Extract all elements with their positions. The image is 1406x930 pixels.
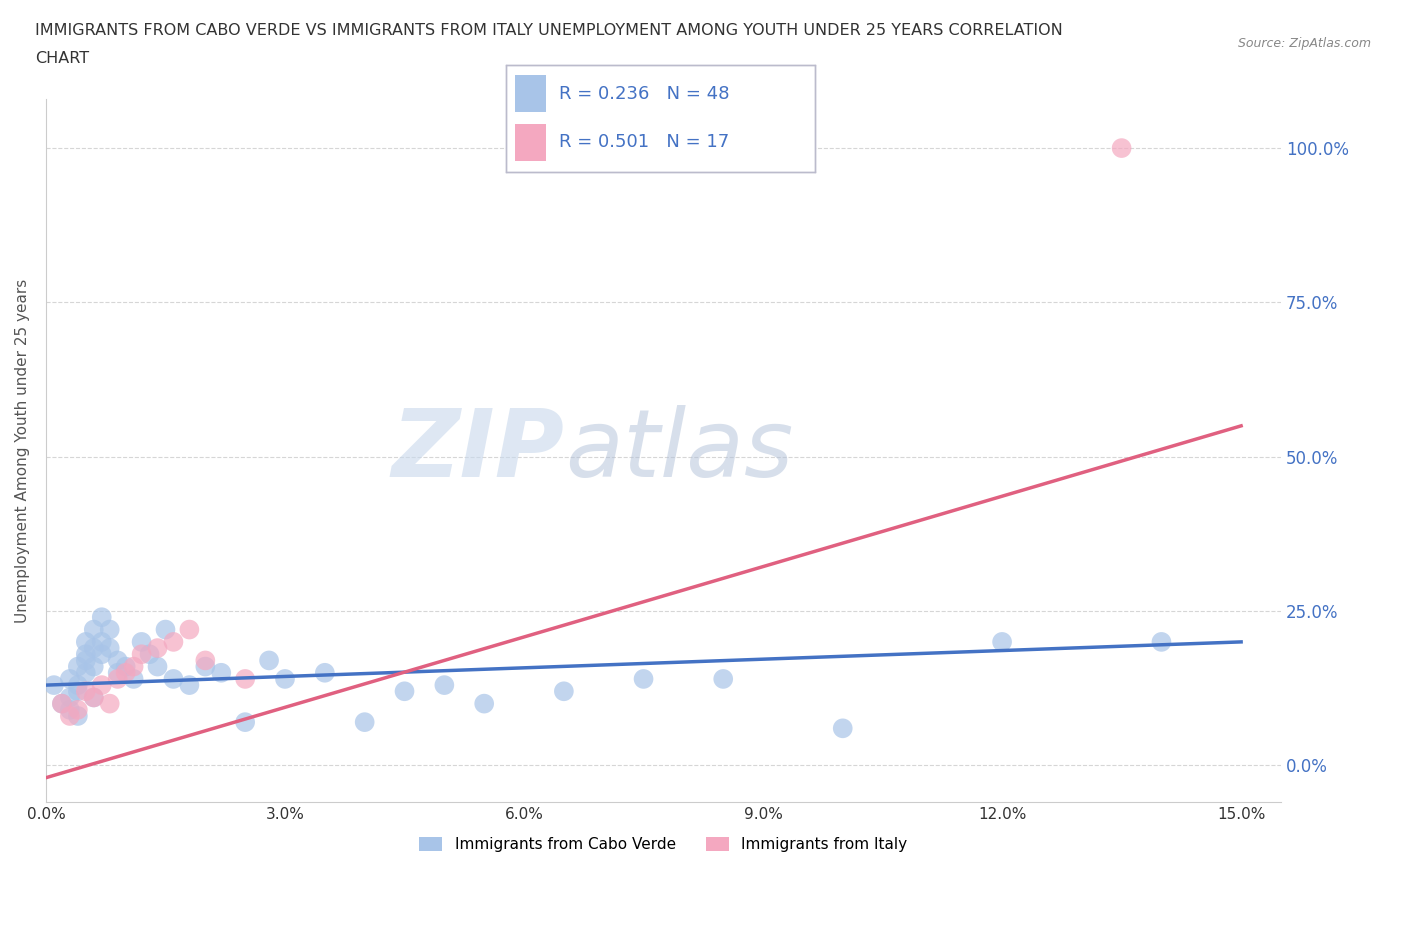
Point [179, 622, 201, 637]
Text: Source: ZipAtlas.com: Source: ZipAtlas.com [1237, 37, 1371, 50]
Point [314, 665, 336, 680]
Text: IMMIGRANTS FROM CABO VERDE VS IMMIGRANTS FROM ITALY UNEMPLOYMENT AMONG YOUTH UND: IMMIGRANTS FROM CABO VERDE VS IMMIGRANTS… [35, 23, 1063, 38]
Point [75, 653, 97, 668]
Point [42, 678, 65, 693]
Point [122, 671, 145, 686]
Point [75, 634, 97, 649]
Point [66, 709, 89, 724]
Point [90, 646, 112, 661]
Point [83, 659, 105, 674]
Point [66, 678, 89, 693]
Point [59, 671, 82, 686]
Point [59, 702, 82, 717]
Point [233, 671, 256, 686]
Text: atlas: atlas [565, 405, 793, 496]
Point [90, 634, 112, 649]
Point [59, 690, 82, 705]
Text: CHART: CHART [35, 51, 89, 66]
Point [162, 671, 184, 686]
Point [433, 678, 456, 693]
Point [90, 678, 112, 693]
Point [83, 641, 105, 656]
Point [114, 659, 136, 674]
Point [98, 641, 121, 656]
Point [107, 671, 129, 686]
Point [51, 697, 73, 711]
Point [83, 690, 105, 705]
Point [353, 714, 375, 729]
Point [1111, 140, 1133, 155]
Text: R = 0.501   N = 17: R = 0.501 N = 17 [558, 133, 728, 151]
Point [107, 665, 129, 680]
Point [394, 684, 416, 698]
Point [90, 610, 112, 625]
Point [179, 678, 201, 693]
Point [146, 641, 169, 656]
Point [1150, 634, 1173, 649]
Point [51, 697, 73, 711]
Y-axis label: Unemployment Among Youth under 25 years: Unemployment Among Youth under 25 years [15, 278, 30, 623]
Point [75, 646, 97, 661]
Point [194, 659, 217, 674]
Point [233, 714, 256, 729]
Legend: Immigrants from Cabo Verde, Immigrants from Italy: Immigrants from Cabo Verde, Immigrants f… [413, 830, 914, 858]
Point [553, 684, 575, 698]
Point [114, 665, 136, 680]
Point [107, 653, 129, 668]
Point [633, 671, 655, 686]
Point [711, 671, 734, 686]
Bar [516, 74, 547, 113]
Point [66, 684, 89, 698]
Point [75, 665, 97, 680]
Point [831, 721, 853, 736]
Point [472, 697, 495, 711]
Point [83, 690, 105, 705]
Point [274, 671, 297, 686]
Point [66, 659, 89, 674]
Point [257, 653, 280, 668]
Point [59, 709, 82, 724]
Text: ZIP: ZIP [392, 405, 565, 497]
Point [83, 622, 105, 637]
Point [98, 697, 121, 711]
Point [146, 659, 169, 674]
Point [98, 622, 121, 637]
Point [991, 634, 1014, 649]
Point [162, 634, 184, 649]
Point [131, 634, 153, 649]
Bar [516, 124, 547, 162]
Point [138, 646, 160, 661]
Text: R = 0.236   N = 48: R = 0.236 N = 48 [558, 85, 730, 103]
Point [131, 646, 153, 661]
Point [75, 684, 97, 698]
Point [155, 622, 177, 637]
Point [194, 653, 217, 668]
Point [122, 659, 145, 674]
Point [66, 702, 89, 717]
Point [209, 665, 232, 680]
